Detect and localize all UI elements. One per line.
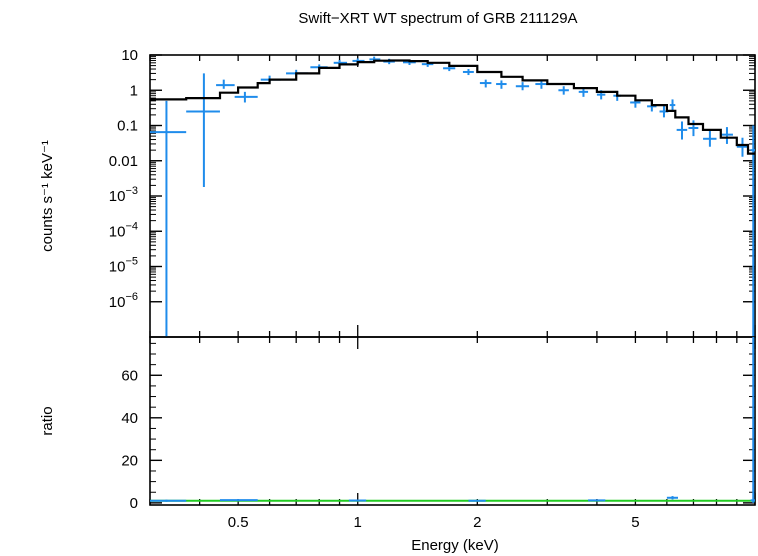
ratio-plot-frame [149, 336, 756, 506]
spectrum-y-tick-label: 1 [130, 82, 138, 99]
ratio-data-series [150, 337, 755, 503]
spectrum-data-point [703, 130, 717, 147]
spectrum-y-tick-label: 0.1 [117, 118, 138, 135]
tick-exponent: −4 [125, 220, 138, 232]
ratio-y-tick-label: 0 [130, 495, 138, 512]
spectrum-data-point [462, 69, 474, 76]
ratio-x-tick-label: 5 [631, 514, 639, 531]
ratio-x-tick-label: 2 [473, 514, 481, 531]
spectrum-data-point [216, 79, 235, 89]
spectrum-y-tick-label: 0.01 [109, 153, 138, 170]
tick-base: 1 [130, 82, 138, 99]
spectrum-x-ticks [149, 55, 756, 337]
tick-base: 10 [121, 47, 138, 64]
tick-base: 0.1 [117, 118, 138, 135]
spectrum-model-series [150, 59, 755, 155]
spectrum-data-point [688, 120, 699, 137]
x-axis-label: Energy (keV) [411, 537, 499, 554]
ratio-panel: 0 20 40 60 0.5 1 2 5 ratio Energy (keV) [39, 336, 756, 554]
spectrum-data-point [479, 79, 492, 88]
tick-base: 10 [109, 223, 126, 240]
spectrum-data-point [720, 127, 733, 144]
spectrum-data-point [558, 86, 569, 95]
spectrum-data-point [736, 137, 748, 157]
spectrum-y-tick-label: 10−5 [109, 256, 138, 276]
spectrum-y-tick-label: 10−3 [109, 185, 138, 205]
spectrum-data-point [234, 91, 258, 103]
ratio-x-ticks: 0.5 1 2 5 [149, 337, 756, 531]
ratio-data-point [666, 496, 679, 500]
ratio-data-point [750, 337, 755, 503]
spectrum-y-axis-label: counts s⁻¹ keV⁻¹ [39, 140, 56, 252]
spectrum-y-tick-label: 10 [121, 47, 138, 64]
tick-base: 10 [109, 188, 126, 205]
tick-exponent: −3 [125, 185, 138, 197]
ratio-data-point [468, 499, 486, 502]
ratio-data-point [348, 499, 367, 502]
spectrum-data-series [150, 56, 755, 337]
tick-exponent: −6 [125, 291, 138, 303]
spectrum-y-tick-label: 10−6 [109, 291, 138, 311]
tick-base: 10 [109, 294, 126, 311]
ratio-data-point [588, 499, 606, 502]
spectrum-data-point [496, 80, 507, 89]
ratio-y-tick-label: 20 [121, 452, 138, 469]
ratio-data-point [219, 499, 258, 502]
spectrum-data-point [676, 121, 688, 140]
ratio-y-tick-label: 60 [121, 367, 138, 384]
spectrum-data-point [150, 100, 187, 337]
spectrum-data-point [669, 99, 676, 112]
tick-base: 10 [109, 259, 126, 276]
tick-base: 0.01 [109, 153, 138, 170]
ratio-x-tick-label: 1 [354, 514, 362, 531]
ratio-x-tick-label: 0.5 [228, 514, 249, 531]
ratio-y-tick-label: 40 [121, 410, 138, 427]
tick-exponent: −5 [125, 256, 138, 268]
ratio-y-ticks: 0 20 40 60 [121, 342, 755, 512]
spectrum-data-point [515, 82, 530, 91]
ratio-data-point [150, 499, 187, 502]
model-step-line [150, 59, 755, 155]
ratio-y-axis-label: ratio [39, 406, 56, 435]
chart-title: Swift−XRT WT spectrum of GRB 211129A [298, 10, 577, 27]
spectrum-data-point [750, 125, 755, 337]
spectrum-y-tick-label: 10−4 [109, 220, 138, 240]
spectrum-data-point [186, 73, 220, 188]
